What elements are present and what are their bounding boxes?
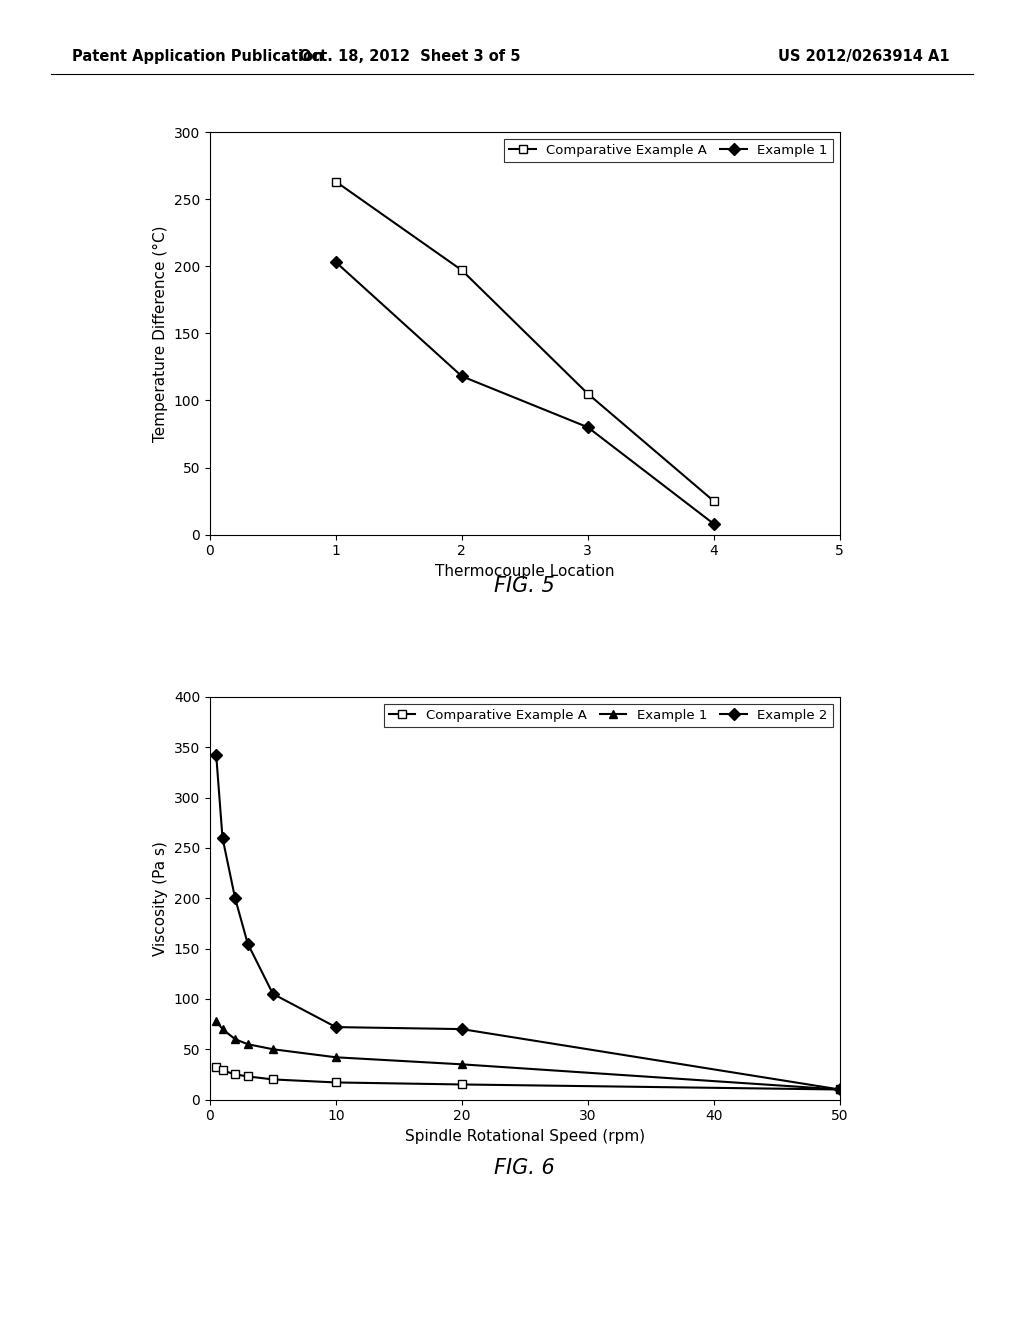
Line: Example 1: Example 1 xyxy=(212,1016,844,1094)
Line: Example 2: Example 2 xyxy=(212,751,844,1094)
Example 1 xyxy=(330,255,342,271)
Text: Oct. 18, 2012  Sheet 3 of 5: Oct. 18, 2012 Sheet 3 of 5 xyxy=(299,49,520,65)
Text: Patent Application Publication: Patent Application Publication xyxy=(72,49,324,65)
X-axis label: Thermocouple Location: Thermocouple Location xyxy=(435,564,614,579)
Text: FIG. 6: FIG. 6 xyxy=(494,1158,555,1179)
Example 1 xyxy=(456,1056,468,1072)
Line: Example 1: Example 1 xyxy=(332,257,718,528)
Line: Comparative Example A: Comparative Example A xyxy=(212,1063,844,1094)
Legend: Comparative Example A, Example 1, Example 2: Comparative Example A, Example 1, Exampl… xyxy=(384,704,834,727)
Example 1 xyxy=(242,1036,254,1052)
Example 1 xyxy=(708,516,720,532)
Example 1 xyxy=(229,1031,242,1047)
Example 2 xyxy=(216,830,228,846)
Example 2 xyxy=(242,936,254,952)
Example 1 xyxy=(456,368,468,384)
Comparative Example A xyxy=(229,1067,242,1082)
Text: US 2012/0263914 A1: US 2012/0263914 A1 xyxy=(778,49,950,65)
Y-axis label: Temperature Difference (°C): Temperature Difference (°C) xyxy=(154,224,168,442)
X-axis label: Spindle Rotational Speed (rpm): Spindle Rotational Speed (rpm) xyxy=(404,1129,645,1144)
Comparative Example A xyxy=(456,1077,468,1093)
Comparative Example A xyxy=(834,1081,846,1097)
Comparative Example A xyxy=(242,1068,254,1084)
Legend: Comparative Example A, Example 1: Comparative Example A, Example 1 xyxy=(504,139,834,162)
Example 1 xyxy=(210,1014,222,1030)
Comparative Example A xyxy=(266,1072,279,1088)
Comparative Example A xyxy=(708,494,720,510)
Example 2 xyxy=(229,890,242,906)
Comparative Example A xyxy=(330,174,342,190)
Example 1 xyxy=(216,1022,228,1038)
Comparative Example A xyxy=(582,385,594,401)
Example 2 xyxy=(330,1019,342,1035)
Line: Comparative Example A: Comparative Example A xyxy=(332,177,718,506)
Comparative Example A xyxy=(456,263,468,279)
Example 2 xyxy=(266,986,279,1002)
Example 2 xyxy=(210,747,222,763)
Comparative Example A xyxy=(216,1063,228,1078)
Comparative Example A xyxy=(330,1074,342,1090)
Example 2 xyxy=(834,1081,846,1097)
Comparative Example A xyxy=(210,1060,222,1076)
Y-axis label: Viscosity (Pa s): Viscosity (Pa s) xyxy=(154,841,168,956)
Example 1 xyxy=(834,1081,846,1097)
Example 1 xyxy=(330,1049,342,1065)
Text: FIG. 5: FIG. 5 xyxy=(494,576,555,597)
Example 1 xyxy=(582,420,594,436)
Example 1 xyxy=(266,1041,279,1057)
Example 2 xyxy=(456,1022,468,1038)
